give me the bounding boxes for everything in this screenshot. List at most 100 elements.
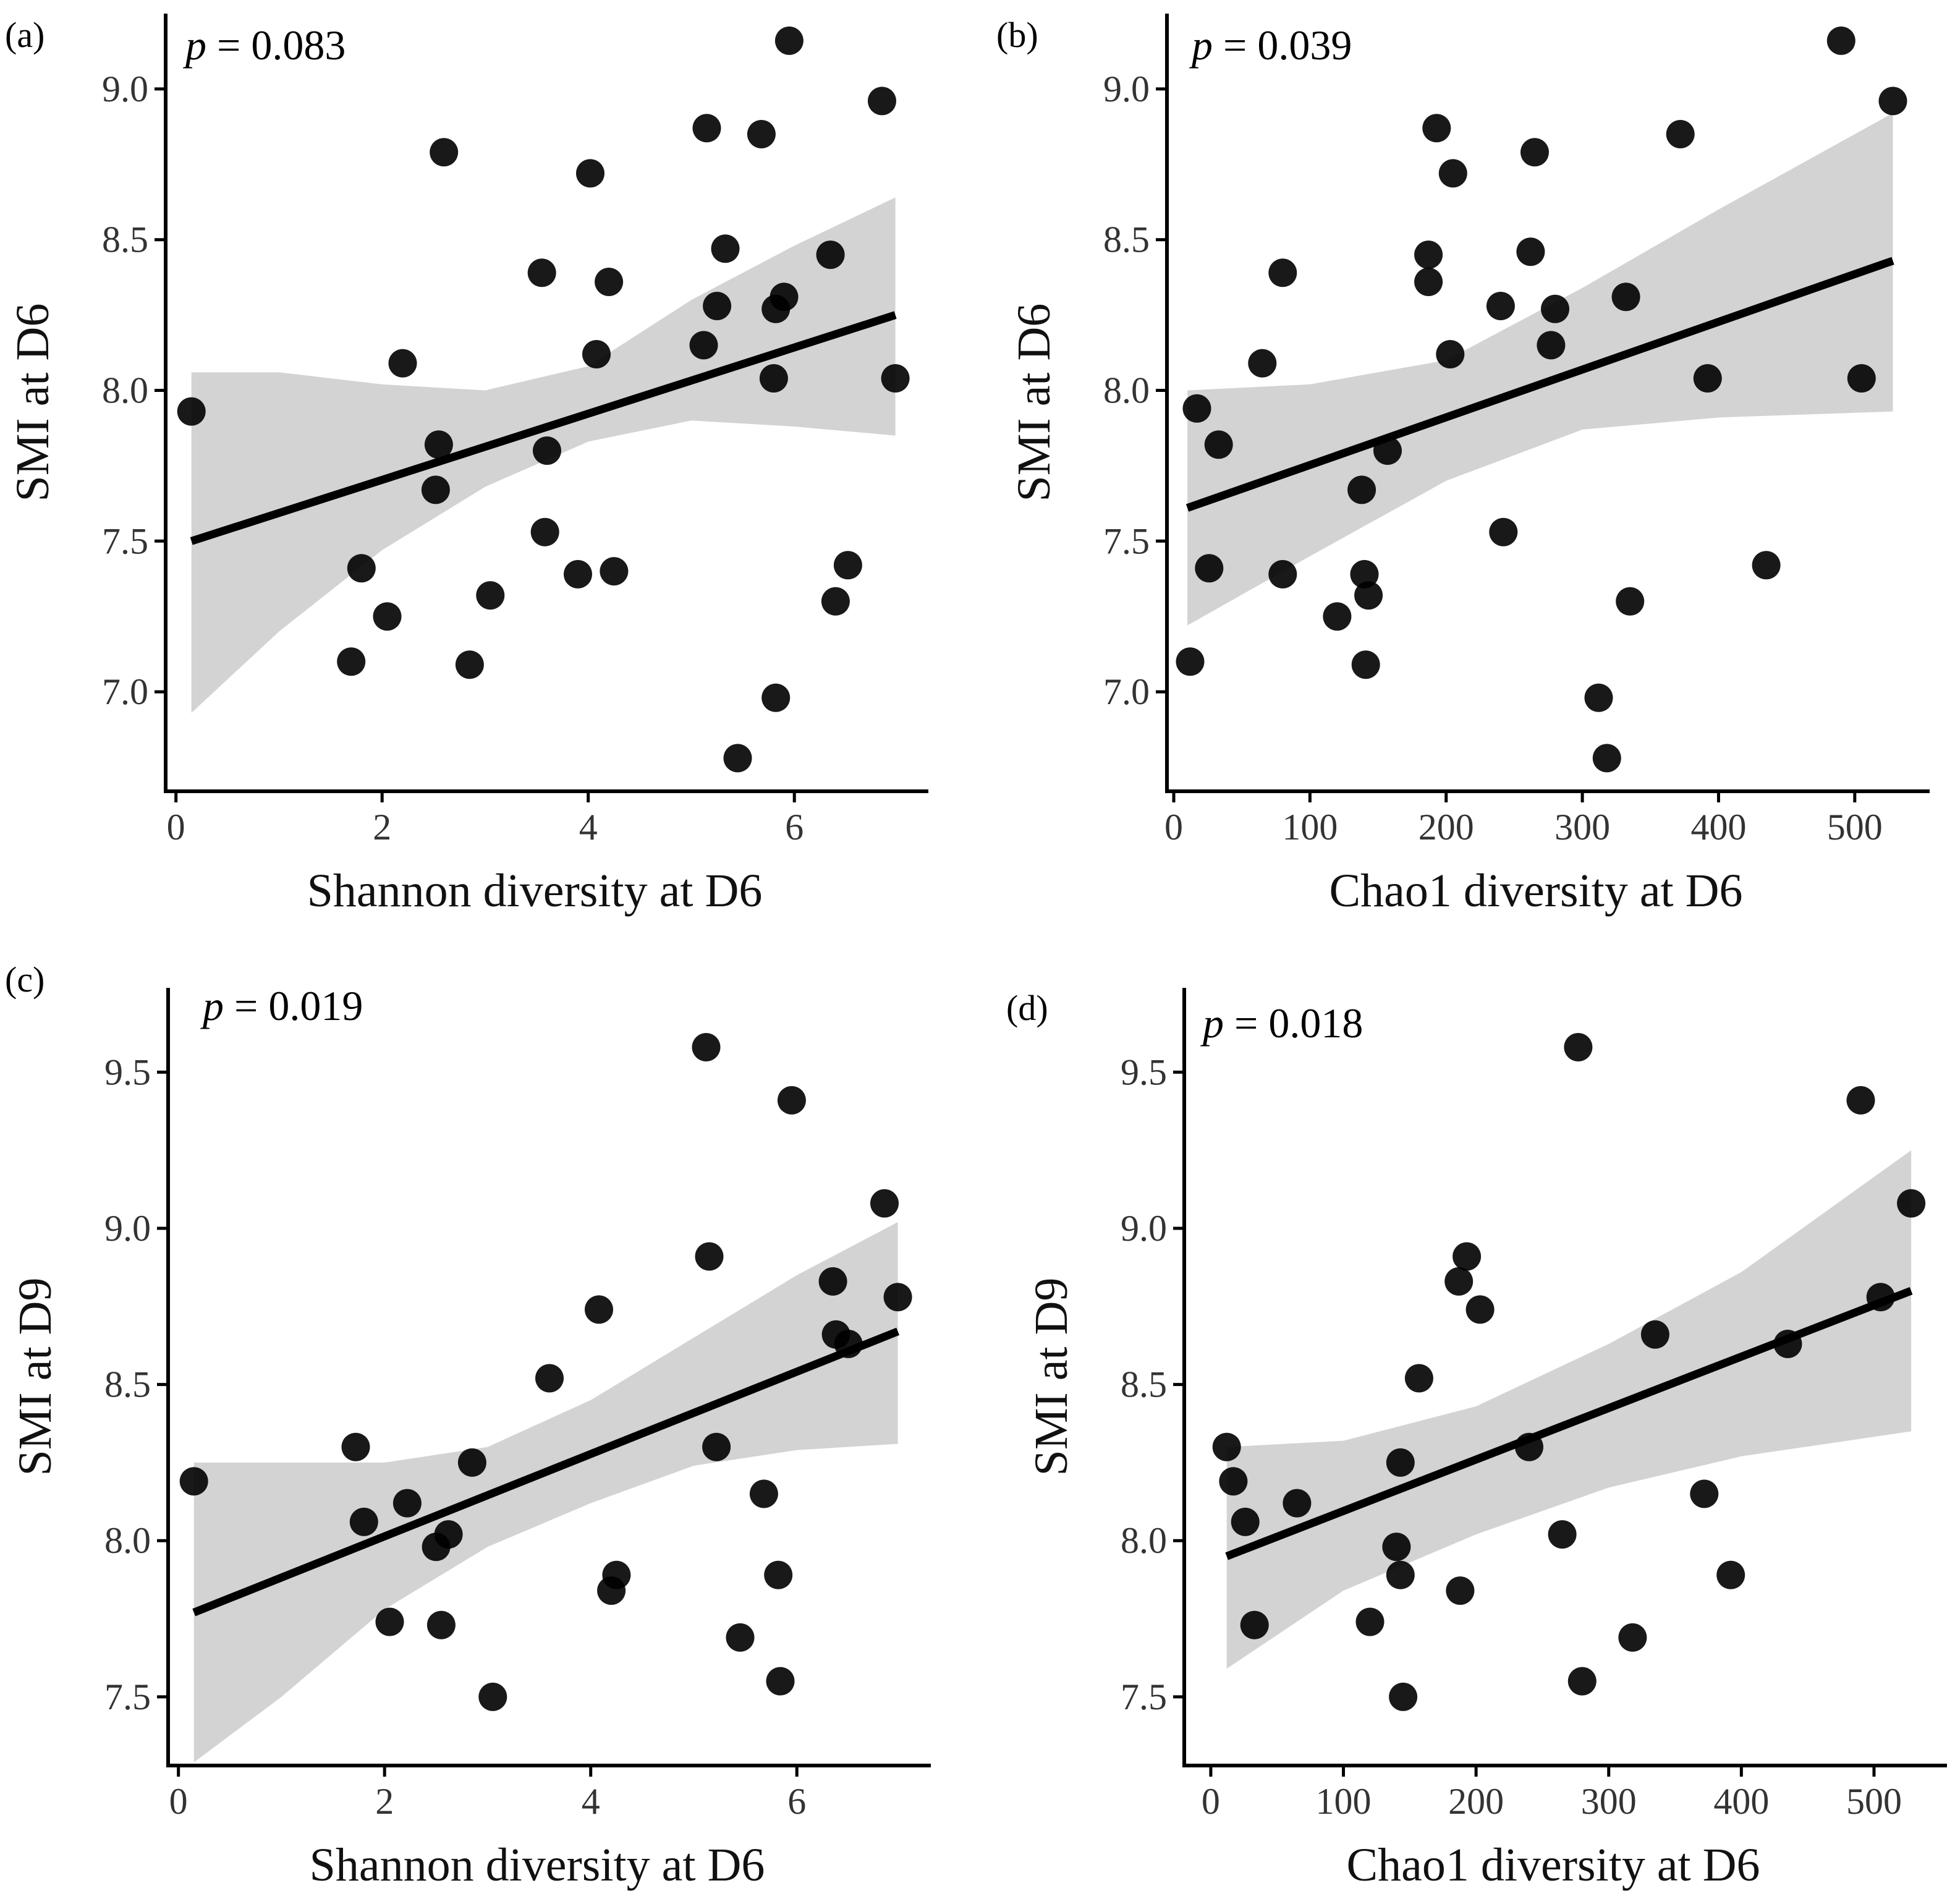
data-point-a-29	[774, 26, 804, 55]
p-value-text-c: = 0.019	[224, 982, 363, 1029]
y-tick-label-a-5: 9.0	[102, 69, 148, 109]
p-symbol-a: p	[183, 22, 206, 69]
data-point-c-7	[426, 1610, 456, 1639]
x-axis-title-c: Shannon diversity at D6	[310, 1839, 765, 1891]
data-point-b-28	[1616, 587, 1645, 616]
data-point-a-20	[692, 114, 721, 143]
p-value-text-d: = 0.018	[1224, 1000, 1363, 1047]
x-tick-label-b-3: 200	[1419, 807, 1474, 848]
data-point-d-2	[1219, 1467, 1248, 1496]
p-symbol-b: p	[1189, 22, 1213, 69]
data-point-c-11	[535, 1364, 564, 1393]
confidence-band-d	[1226, 1150, 1912, 1669]
y-tick-label-a-2: 7.5	[102, 521, 148, 561]
data-point-c-10	[478, 1682, 507, 1711]
data-point-b-31	[1752, 551, 1781, 580]
x-tick-label-d-4: 300	[1581, 1781, 1637, 1822]
y-tick-label-b-5: 9.0	[1103, 69, 1150, 109]
data-point-b-17	[1436, 340, 1465, 368]
x-tick-label-a-2: 2	[373, 807, 391, 848]
data-point-d-27	[1897, 1189, 1926, 1218]
panel-label-c: (c)	[5, 959, 45, 1000]
data-point-a-16	[582, 340, 611, 368]
data-point-a-21	[703, 292, 732, 320]
y-tick-label-c-5: 9.5	[104, 1052, 151, 1092]
scatter-plot-d: 0 100 200 300 400 500 7.5 8.0 8.5 9.0 9.5 Chao1 div…	[1025, 988, 1947, 1891]
y-tick-label-b-3: 8.0	[1103, 370, 1150, 410]
y-tick-label-a-4: 8.5	[102, 219, 148, 260]
data-point-a-4	[373, 602, 402, 631]
y-axis-title-b: SMI at D6	[1008, 304, 1060, 502]
x-tick-label-a-1: 0	[167, 807, 185, 848]
data-point-a-19	[689, 331, 718, 360]
data-point-b-12	[1354, 581, 1383, 610]
data-point-a-15	[576, 159, 604, 188]
data-point-c-4	[375, 1607, 404, 1636]
x-axis-title-b: Chao1 diversity at D6	[1329, 865, 1742, 917]
x-tick-label-b-1: 0	[1164, 807, 1183, 848]
p-value-annotation-a: p = 0.083	[183, 22, 346, 69]
data-point-d-7	[1382, 1532, 1411, 1562]
data-point-a-34	[881, 364, 910, 393]
data-point-d-18	[1564, 1033, 1593, 1061]
data-point-c-26	[870, 1189, 899, 1218]
data-point-a-14	[564, 559, 592, 589]
x-tick-label-a-3: 4	[579, 807, 598, 848]
data-point-b-25	[1584, 683, 1613, 712]
data-point-b-26	[1592, 744, 1621, 773]
data-point-a-27	[761, 683, 791, 712]
x-axis-title-a: Shannon diversity at D6	[307, 865, 763, 917]
data-point-b-4	[1204, 430, 1233, 459]
x-tick-label-c-3: 4	[582, 1781, 600, 1822]
panel-d: (d) p = 0.018 0 100 200 300 400 500 7.5 8.0 8.5 9…	[1006, 988, 1947, 1891]
data-point-c-9	[457, 1448, 486, 1477]
data-point-a-11	[527, 258, 556, 287]
data-point-d-3	[1231, 1507, 1260, 1536]
data-point-a-7	[421, 475, 450, 504]
data-point-b-5	[1248, 349, 1277, 378]
data-point-c-8	[434, 1520, 463, 1549]
data-point-d-17	[1548, 1520, 1577, 1549]
data-point-d-12	[1444, 1267, 1474, 1296]
y-axis-title-d: SMI at D9	[1025, 1278, 1077, 1476]
y-axis-title-c: SMI at D9	[9, 1278, 61, 1476]
data-point-a-10	[476, 581, 505, 610]
data-point-b-11	[1351, 650, 1380, 679]
y-tick-label-d-1: 7.5	[1121, 1677, 1167, 1717]
x-tick-label-b-5: 400	[1690, 807, 1746, 848]
data-point-b-30	[1693, 364, 1722, 393]
y-tick-label-b-4: 8.5	[1103, 219, 1150, 260]
p-value-annotation-d: p = 0.018	[1200, 1000, 1363, 1047]
p-symbol-c: p	[200, 982, 224, 1029]
data-point-d-14	[1452, 1242, 1482, 1271]
data-point-c-14	[602, 1560, 631, 1589]
p-value-text-a: = 0.083	[206, 22, 346, 69]
confidence-band-b	[1187, 113, 1893, 626]
data-point-c-12	[585, 1295, 613, 1324]
data-point-d-13	[1446, 1576, 1475, 1605]
y-tick-label-d-4: 9.0	[1121, 1208, 1167, 1249]
data-point-b-6	[1268, 258, 1297, 287]
data-point-b-16	[1422, 114, 1451, 143]
data-point-d-4	[1240, 1610, 1269, 1639]
data-point-a-23	[723, 744, 752, 773]
x-tick-label-d-3: 200	[1448, 1781, 1504, 1822]
regression-line-b	[1185, 257, 1894, 512]
data-point-b-14	[1414, 240, 1443, 270]
axes-b	[1165, 14, 1930, 793]
data-point-b-24	[1541, 294, 1569, 323]
panel-label-b: (b)	[996, 15, 1038, 55]
data-point-c-20	[764, 1560, 793, 1589]
data-point-b-22	[1520, 138, 1549, 167]
data-point-b-34	[1878, 87, 1907, 116]
p-value-text-b: = 0.039	[1213, 22, 1352, 69]
p-value-annotation-c: p = 0.019	[200, 982, 363, 1029]
data-point-a-6	[424, 430, 453, 459]
scatter-plot-c: 0 2 4 6 7.5 8.0 8.5 9.0 9.5 Shannon diversity at …	[9, 988, 931, 1891]
data-point-c-19	[749, 1479, 778, 1508]
x-tick-label-d-6: 500	[1846, 1781, 1902, 1822]
data-point-d-8	[1386, 1560, 1415, 1589]
y-tick-label-d-5: 9.5	[1121, 1052, 1167, 1092]
scatter-plot-a: 0 2 4 6 7.0 7.5 8.0 8.5 9.0 Shannon diversity at …	[7, 14, 928, 917]
x-tick-label-d-1: 0	[1202, 1781, 1220, 1822]
